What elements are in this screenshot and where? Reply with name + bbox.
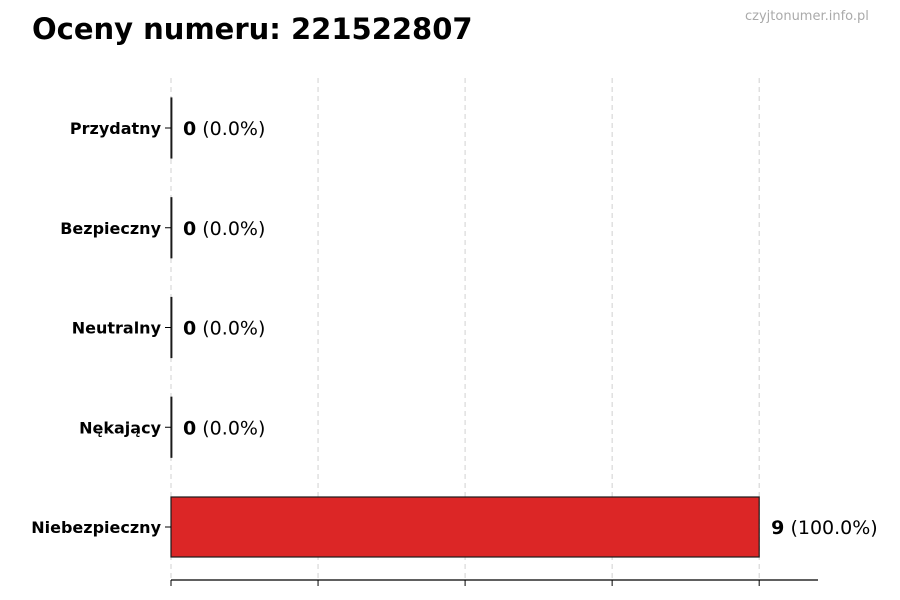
value-label: 0 bbox=[183, 118, 196, 140]
bar bbox=[170, 496, 760, 558]
bar bbox=[170, 97, 173, 159]
bar bbox=[170, 396, 173, 458]
bar bbox=[170, 296, 173, 359]
bar bbox=[170, 197, 173, 259]
value-label: 9 bbox=[771, 517, 784, 539]
value-label: 0 bbox=[183, 218, 196, 240]
percent-label: (0.0%) bbox=[196, 417, 265, 439]
data-label: 0 (0.0%) bbox=[183, 318, 265, 340]
data-label: 9 (100.0%) bbox=[771, 517, 878, 539]
percent-label: (0.0%) bbox=[196, 118, 265, 140]
category-label: Niebezpieczny bbox=[31, 518, 161, 537]
category-label: Bezpieczny bbox=[60, 219, 161, 238]
value-label: 0 bbox=[183, 417, 196, 439]
category-label: Przydatny bbox=[70, 119, 162, 138]
category-label: Nękający bbox=[79, 418, 161, 437]
data-label: 0 (0.0%) bbox=[183, 417, 265, 439]
percent-label: (100.0%) bbox=[784, 517, 877, 539]
data-label: 0 (0.0%) bbox=[183, 118, 265, 140]
percent-label: (0.0%) bbox=[196, 218, 265, 240]
percent-label: (0.0%) bbox=[196, 318, 265, 340]
watermark: czyjtonumer.info.pl bbox=[745, 9, 869, 24]
data-label: 0 (0.0%) bbox=[183, 218, 265, 240]
category-label: Neutralny bbox=[72, 319, 162, 338]
value-label: 0 bbox=[183, 318, 196, 340]
chart-title: Oceny numeru: 221522807 bbox=[32, 12, 473, 46]
